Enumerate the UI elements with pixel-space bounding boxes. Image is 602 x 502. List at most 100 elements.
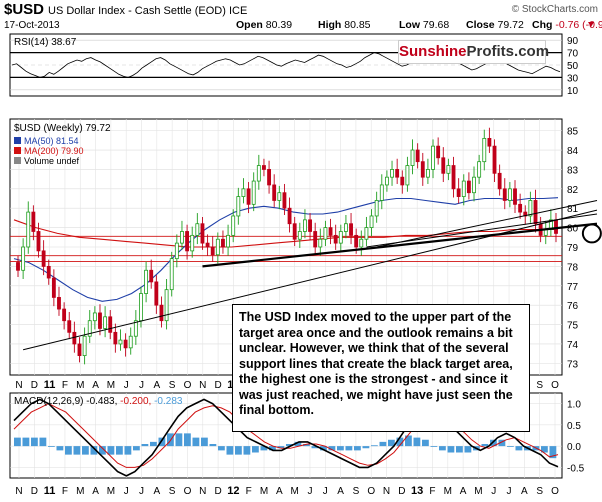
x-tick-label-bottom: S (169, 486, 176, 497)
candle-body (338, 231, 343, 244)
candle-body (77, 343, 82, 357)
candle-body (313, 231, 318, 248)
macd-histogram-bar (388, 439, 395, 447)
x-tick-label-bottom: A (337, 486, 344, 497)
candle-body (51, 277, 56, 298)
down-arrow-icon (588, 22, 594, 27)
macd-histogram-bar (82, 446, 89, 455)
macd-histogram-bar (286, 444, 293, 447)
macd-tick-label: 0.0 (567, 442, 581, 453)
candle-body (267, 169, 271, 186)
macd-histogram-bar (184, 433, 191, 447)
x-tick-label-bottom: M (474, 486, 482, 497)
candle-body (528, 200, 533, 217)
x-tick-label-bottom: F (246, 486, 252, 497)
macd-histogram-bar (269, 446, 276, 451)
price-tick-label: 85 (567, 127, 579, 138)
analysis-annotation: The USD Index moved to the upper part of… (232, 304, 530, 432)
candle-body (241, 188, 246, 197)
price-tick-label: 81 (567, 204, 579, 215)
candle-body (98, 312, 102, 329)
candle-body (400, 176, 405, 186)
x-tick-label-bottom: A (92, 486, 99, 497)
x-tick-label-bottom: 13 (411, 485, 423, 497)
macd-histogram-bar (498, 439, 506, 447)
candle-body (507, 188, 512, 201)
candle-body (487, 137, 492, 147)
rsi-tick-label: 90 (567, 36, 579, 47)
macd-histogram-bar (379, 441, 387, 447)
candle-body (518, 203, 523, 213)
macd-histogram-bar (252, 446, 259, 453)
macd-legend: MACD(12,26,9) -0.483, -0.200, -0.283 (14, 396, 183, 407)
header-open-label: Open (236, 19, 266, 31)
macd-histogram-bar (260, 446, 268, 451)
rsi-tick-label: 30 (567, 73, 579, 84)
macd-legend-part: -0.483, (86, 396, 120, 407)
x-tick-label-bottom: O (551, 486, 559, 497)
macd-histogram-bar (354, 446, 361, 451)
macd-histogram-bar (362, 446, 370, 449)
macd-histogram-bar (133, 446, 140, 451)
logo-part1: Sunshine (399, 43, 467, 60)
x-tick-label-bottom: M (260, 486, 268, 497)
header-low-value: 79.68 (423, 19, 449, 31)
candle-body (82, 335, 87, 357)
candle-body (282, 192, 287, 209)
x-tick-label-bottom: N (15, 486, 22, 497)
macd-legend-part: MACD(12,26,9) (14, 396, 86, 407)
candle-body (420, 161, 425, 178)
candle-body (410, 149, 415, 166)
macd-histogram-bar (14, 437, 21, 447)
candle-body (159, 304, 164, 322)
macd-tick-label: 0.5 (567, 421, 581, 432)
macd-tick-label: -0.5 (567, 463, 585, 474)
macd-histogram-bar (73, 446, 81, 455)
macd-histogram-bar (549, 446, 557, 459)
candle-body (497, 172, 502, 190)
candle-body (169, 258, 174, 291)
macd-histogram-bar (201, 437, 208, 447)
x-tick-label-bottom: J (507, 486, 512, 497)
x-tick-label-top: J (124, 380, 129, 391)
candle-body (205, 242, 210, 248)
candle-body (133, 320, 138, 337)
x-tick-label-top: A (153, 380, 160, 391)
macd-histogram-bar (192, 437, 200, 447)
price-legend-entry: Volume undef (24, 156, 80, 166)
x-tick-label-bottom: J (323, 486, 328, 497)
header-open: Open 80.39 (236, 19, 292, 31)
macd-histogram-bar (311, 446, 319, 449)
candle-body (113, 331, 118, 345)
price-tick-label: 83 (567, 165, 579, 176)
logo-part2: Profits.com (466, 43, 550, 60)
candle-body (554, 219, 558, 234)
header-copyright: © StockCharts.com (512, 4, 598, 15)
candle-body (118, 339, 123, 345)
rsi-tick-label: 10 (567, 86, 579, 97)
candle-body (36, 231, 41, 252)
macd-histogram-bar (90, 446, 98, 455)
x-tick-label-bottom: A (153, 486, 160, 497)
candle-body (415, 149, 420, 163)
macd-histogram-bar (158, 437, 166, 447)
header-chg-label: Chg (532, 19, 555, 31)
rsi-tick-label: 50 (567, 61, 579, 72)
price-tick-label: 74 (567, 340, 579, 351)
candle-body (379, 184, 384, 201)
candle-body (103, 316, 108, 329)
macd-histogram-bar (320, 446, 327, 451)
candle-body (502, 188, 507, 201)
candle-body (533, 200, 538, 225)
candle-body (318, 238, 323, 248)
x-tick-label-bottom: J (124, 486, 129, 497)
candle-body (425, 169, 430, 178)
candle-body (328, 227, 333, 236)
candle-body (431, 145, 435, 170)
candle-body (472, 176, 476, 194)
candle-body (21, 246, 26, 271)
macd-histogram-bar (439, 446, 446, 451)
macd-histogram-bar (116, 446, 123, 455)
x-tick-label-top: M (107, 380, 115, 391)
macd-histogram-bar (422, 439, 429, 447)
